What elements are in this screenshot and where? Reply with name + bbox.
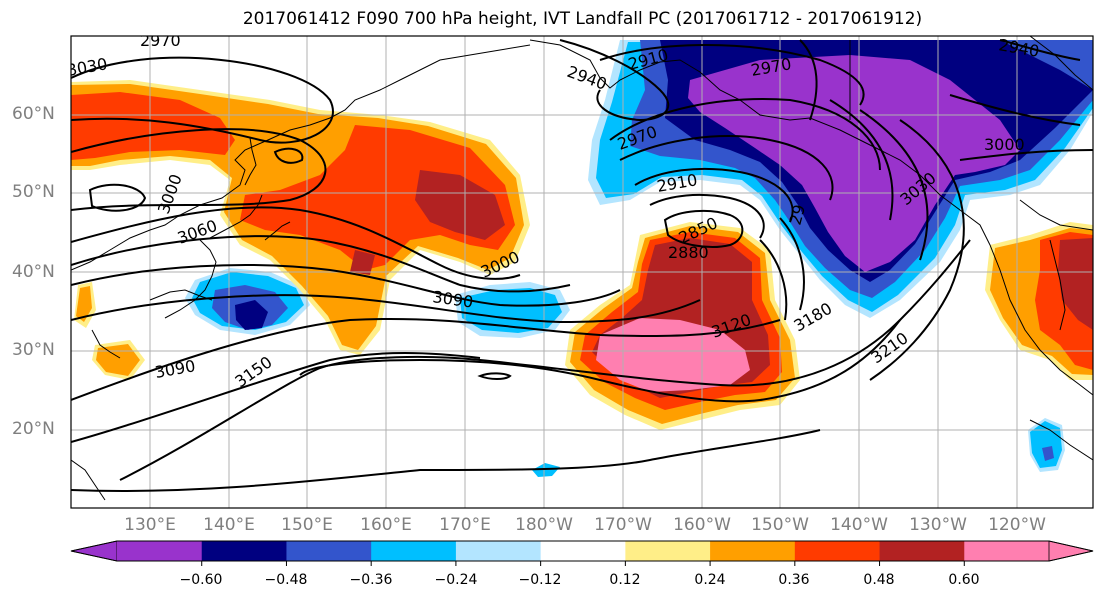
colorbar-extend-low	[70, 540, 118, 562]
colorbar	[70, 540, 1094, 566]
map-area: 2970 3030 2940 2910 2970 2940 3000 2970 …	[71, 31, 1093, 508]
positive-ivt-shading	[71, 80, 1093, 430]
colorbar-segment	[794, 541, 881, 561]
colorbar-segment	[540, 541, 626, 561]
colorbar-extend-high	[1048, 540, 1094, 562]
lat-label-30n: 30°N	[12, 340, 55, 360]
colorbar-segment	[201, 541, 287, 561]
colorbar-tick-label: −0.24	[434, 572, 478, 588]
lon-label-150w: 150°W	[751, 515, 809, 535]
colorbar-frame	[70, 540, 1094, 562]
contour-label-2880: 2880	[668, 243, 709, 262]
lon-label-180w: 180°W	[515, 515, 573, 535]
height-contours	[71, 39, 1093, 492]
colorbar-tick-label: 0.48	[863, 572, 895, 588]
lon-label-160w: 160°W	[673, 515, 731, 535]
lat-label-50n: 50°N	[12, 182, 55, 202]
lon-label-170w: 170°W	[594, 515, 652, 535]
colorbar-tick-label: −0.48	[264, 572, 308, 588]
colorbar-tick-label: 0.12	[609, 572, 641, 588]
lon-label-170e: 170°E	[439, 515, 491, 535]
negative-ivt-shading	[185, 40, 1093, 477]
contour-label-29: 29	[786, 202, 810, 227]
lon-label-130e: 130°E	[124, 515, 176, 535]
lat-label-20n: 20°N	[12, 419, 55, 439]
map-title: 2017061412 F090 700 hPa height, IVT Land…	[242, 9, 923, 29]
lon-label-120w: 120°W	[988, 515, 1046, 535]
colorbar-tick-label: −0.36	[349, 572, 393, 588]
contour-label-3000-a: 3000	[984, 135, 1025, 154]
colorbar-tick-label: 0.60	[948, 572, 980, 588]
map-frame	[70, 35, 1094, 509]
coastlines	[71, 36, 1093, 501]
colorbar-segment	[879, 541, 965, 561]
colorbar-tick-label: 0.24	[694, 572, 726, 588]
colorbar-segment	[625, 541, 711, 561]
colorbar-segment	[964, 541, 1050, 561]
colorbar-tick-label: 0.36	[778, 572, 810, 588]
lon-label-140w: 140°W	[830, 515, 888, 535]
map-gridlines	[71, 36, 1093, 508]
colorbar-segment	[710, 541, 796, 561]
lon-label-130w: 130°W	[909, 515, 967, 535]
lon-label-140e: 140°E	[203, 515, 255, 535]
lon-label-150e: 150°E	[281, 515, 333, 535]
lat-label-60n: 60°N	[12, 104, 55, 124]
colorbar-segment	[455, 541, 542, 561]
lat-label-40n: 40°N	[12, 262, 55, 282]
colorbar-tick-label: −0.12	[518, 572, 562, 588]
colorbar-segment	[286, 541, 372, 561]
contour-label-2970-a: 2970	[140, 31, 181, 50]
colorbar-segment	[117, 541, 203, 561]
lon-label-160e: 160°E	[360, 515, 412, 535]
colorbar-segment	[371, 541, 457, 561]
colorbar-tick-label: −0.60	[179, 572, 223, 588]
